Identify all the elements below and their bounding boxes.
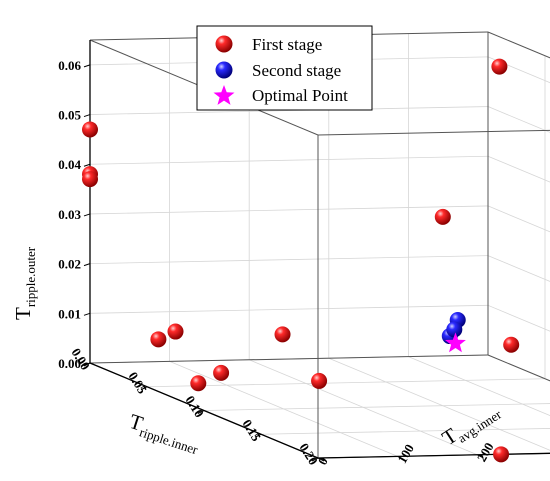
grid-line (487, 155, 550, 183)
grid-line (89, 255, 489, 265)
x-tick-mark (254, 433, 262, 438)
point-optimal-point (445, 332, 466, 353)
z-tick-label: 0.02 (58, 257, 81, 272)
legend-marker-second-stage (215, 61, 233, 79)
point-first-stage (503, 336, 520, 353)
grid-line (487, 304, 550, 332)
y-tick-mark (476, 454, 484, 459)
point-first-stage (190, 375, 207, 392)
x-tick-mark (197, 410, 205, 414)
z-tick-label: 0.03 (58, 207, 81, 222)
z-tick-mark (83, 163, 91, 167)
grid-line (487, 106, 550, 133)
y-tick-label: 200 (474, 440, 497, 464)
y-tick-mark (397, 455, 404, 460)
grid-line (203, 403, 550, 411)
x-tick-mark (311, 457, 319, 462)
z-tick-label: 0.06 (58, 58, 81, 73)
grid-line (146, 378, 546, 388)
z-tick-label: 0.05 (58, 108, 81, 123)
z-tick-mark (83, 64, 91, 68)
frame-edge (487, 354, 550, 382)
z-tick-mark (83, 114, 91, 118)
z-tick-mark (83, 263, 91, 267)
x-tick-label: 0.20 (296, 440, 321, 467)
z-tick-mark (83, 213, 91, 217)
frame-edge (487, 31, 550, 59)
grid-line (89, 304, 489, 314)
x-tick-mark (83, 362, 91, 367)
point-first-stage (82, 171, 98, 188)
point-first-stage (274, 326, 291, 343)
data-points (82, 58, 520, 463)
x-tick-label: 0.05 (125, 369, 150, 397)
grid-line (89, 155, 489, 165)
grid-line (487, 56, 550, 84)
frame-edge (317, 129, 550, 136)
z-axis-title: Tripple.outer (11, 246, 38, 320)
x-tick-label: 0.15 (239, 417, 264, 445)
y-tick-label: 0 (315, 454, 331, 467)
z-tick-label: 0.04 (58, 157, 81, 172)
grid-line (89, 205, 489, 215)
point-first-stage (82, 121, 98, 138)
point-first-stage (311, 372, 328, 389)
legend-label-first-stage: First stage (252, 35, 322, 54)
point-first-stage (493, 446, 510, 463)
point-first-stage (434, 208, 451, 225)
x-tick-label: 0.10 (182, 393, 207, 420)
point-first-stage (491, 58, 508, 75)
grid-line (487, 255, 550, 282)
point-first-stage (150, 331, 167, 348)
legend-marker-first-stage (215, 35, 233, 53)
point-second-stage (446, 321, 463, 338)
frame-edge (89, 354, 489, 364)
z-tick-label: 0.01 (58, 306, 81, 321)
grid-line (487, 205, 550, 233)
y-axis-line (317, 452, 550, 459)
grid-line (260, 428, 550, 435)
legend-label-optimal-point: Optimal Point (252, 86, 348, 105)
y-tick-mark (317, 457, 325, 462)
z-tick-label: 0.00 (58, 356, 81, 371)
z-tick-mark (83, 312, 91, 316)
grid-line (89, 106, 489, 115)
y-tick-label: 100 (394, 442, 417, 466)
legend: First stage Second stage Optimal Point (196, 25, 373, 111)
legend-label-second-stage: Second stage (252, 61, 341, 80)
point-first-stage (213, 364, 230, 381)
legend-marker-optimal-point (213, 85, 235, 105)
x-tick-mark (140, 386, 148, 391)
point-first-stage (167, 323, 184, 340)
